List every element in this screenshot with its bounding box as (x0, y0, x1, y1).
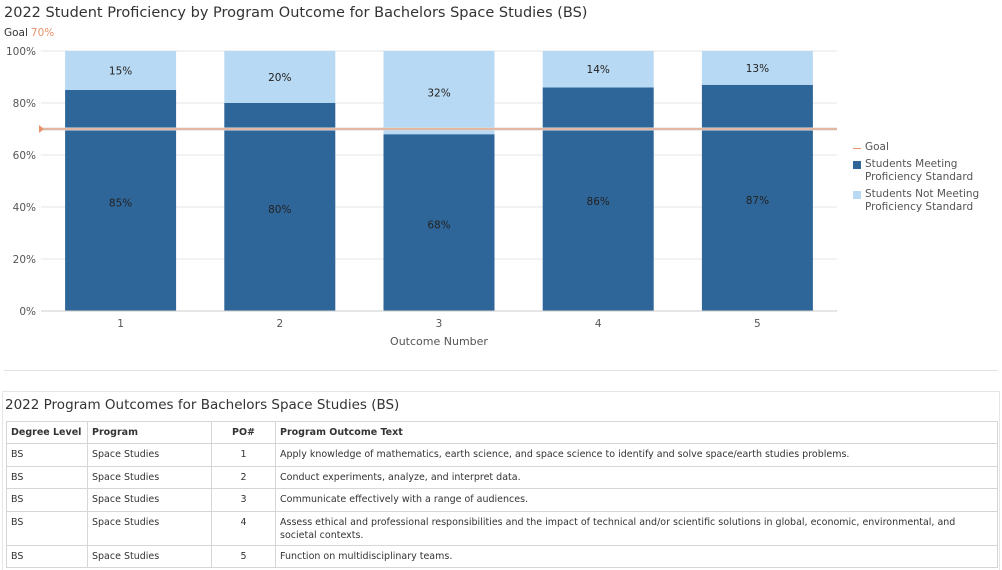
chart-title: 2022 Student Proficiency by Program Outc… (4, 5, 588, 21)
legend-label-goal: Goal (865, 141, 889, 153)
x-axis-label: Outcome Number (390, 335, 488, 348)
meeting-swatch (853, 160, 861, 169)
y-tick-label: 100% (6, 46, 36, 58)
legend-label-not-meeting: Students Not Meeting Proficiency Standar… (865, 187, 980, 214)
table-row: BS Space Studies 1 Apply knowledge of ma… (6, 443, 998, 467)
x-tick-label: 1 (117, 318, 124, 330)
bar-not-meeting (701, 51, 813, 85)
data-label-meeting: 87% (746, 195, 769, 207)
outcomes-table: Degree Level Program PO# Program Outcome… (6, 421, 998, 568)
cell-program: Space Studies (87, 443, 212, 467)
column-header-degree-level[interactable]: Degree Level (6, 421, 88, 444)
table-title: 2022 Program Outcomes for Bachelors Spac… (5, 397, 400, 413)
x-tick-label: 3 (436, 318, 443, 330)
cell-program: Space Studies (87, 488, 212, 512)
bar-not-meeting (542, 51, 654, 88)
section-divider (4, 370, 998, 371)
x-tick-label: 4 (595, 318, 602, 330)
cell-degree-level: BS (6, 510, 88, 546)
outcomes-panel: 2022 Program Outcomes for Bachelors Spac… (2, 391, 1000, 570)
cell-outcome-text: Conduct experiments, analyze, and interp… (275, 465, 998, 489)
x-tick-label: 5 (754, 318, 761, 330)
table-header-row: Degree Level Program PO# Program Outcome… (6, 421, 998, 444)
cell-po-number: 2 (211, 465, 276, 489)
data-label-meeting: 85% (109, 198, 132, 210)
legend-item-not-meeting[interactable]: Students Not Meeting Proficiency Standar… (853, 188, 990, 215)
cell-degree-level: BS (6, 443, 88, 467)
cell-outcome-text: Function on multidisciplinary teams. (275, 544, 998, 568)
legend-item-goal[interactable]: Goal (853, 141, 990, 155)
cell-outcome-text: Communicate effectively with a range of … (275, 488, 998, 512)
cell-po-number: 3 (211, 488, 276, 512)
cell-program: Space Studies (87, 465, 212, 489)
bar-meeting (383, 134, 495, 311)
goal-value: 70% (30, 27, 55, 39)
goal-marker (39, 125, 44, 133)
data-label-not-meeting: 14% (587, 64, 610, 76)
column-header-po[interactable]: PO# (211, 421, 276, 444)
column-header-program[interactable]: Program (87, 421, 212, 444)
bar-not-meeting (383, 51, 495, 135)
cell-po-number: 5 (211, 544, 276, 568)
y-tick-label: 20% (13, 254, 36, 266)
data-label-not-meeting: 32% (427, 88, 450, 100)
bar-not-meeting (65, 51, 177, 90)
bar-meeting (65, 90, 177, 311)
cell-degree-level: BS (6, 488, 88, 512)
legend-item-meeting[interactable]: Students Meeting Proficiency Standard (853, 158, 990, 185)
cell-po-number: 4 (211, 510, 276, 546)
table-row: BS Space Studies 2 Conduct experiments, … (6, 465, 998, 489)
y-tick-label: 40% (13, 202, 36, 214)
x-tick-label: 2 (276, 318, 283, 330)
cell-degree-level: BS (6, 544, 88, 568)
legend-label-meeting: Students Meeting Proficiency Standard (865, 157, 974, 184)
y-tick-label: 0% (19, 306, 36, 318)
cell-po-number: 1 (211, 443, 276, 467)
y-tick-label: 80% (13, 98, 36, 110)
bar-meeting (542, 87, 654, 312)
goal-label: Goal (4, 27, 28, 39)
data-label-meeting: 86% (587, 196, 610, 208)
data-label-not-meeting: 20% (268, 72, 291, 84)
cell-program: Space Studies (87, 510, 212, 546)
bar-meeting (224, 103, 336, 311)
data-label-not-meeting: 15% (109, 66, 132, 78)
data-label-not-meeting: 13% (746, 63, 769, 75)
proficiency-chart: 0% 20% 40% 60% 80% 100% 85% 15% 1 80% 20% 2 68% 32% 3 8… (6, 46, 837, 348)
goal-swatch (853, 148, 861, 149)
cell-outcome-text: Assess ethical and professional responsi… (275, 510, 998, 546)
table-row: BS Space Studies 3 Communicate effective… (6, 488, 998, 512)
data-label-meeting: 68% (427, 220, 450, 232)
chart-legend: Goal Students Meeting Proficiency Standa… (853, 141, 990, 218)
bar-not-meeting (224, 51, 336, 103)
cell-program: Space Studies (87, 544, 212, 568)
cell-outcome-text: Apply knowledge of mathematics, earth sc… (275, 443, 998, 467)
y-tick-label: 60% (13, 150, 36, 162)
cell-degree-level: BS (6, 465, 88, 489)
goal-indicator: Goal 70% (4, 27, 54, 39)
bar-meeting (701, 84, 813, 311)
column-header-outcome-text[interactable]: Program Outcome Text (275, 421, 998, 444)
table-row: BS Space Studies 5 Function on multidisc… (6, 544, 998, 568)
table-row: BS Space Studies 4 Assess ethical and pr… (6, 510, 998, 546)
not-meeting-swatch (853, 190, 861, 199)
data-label-meeting: 80% (268, 204, 291, 216)
